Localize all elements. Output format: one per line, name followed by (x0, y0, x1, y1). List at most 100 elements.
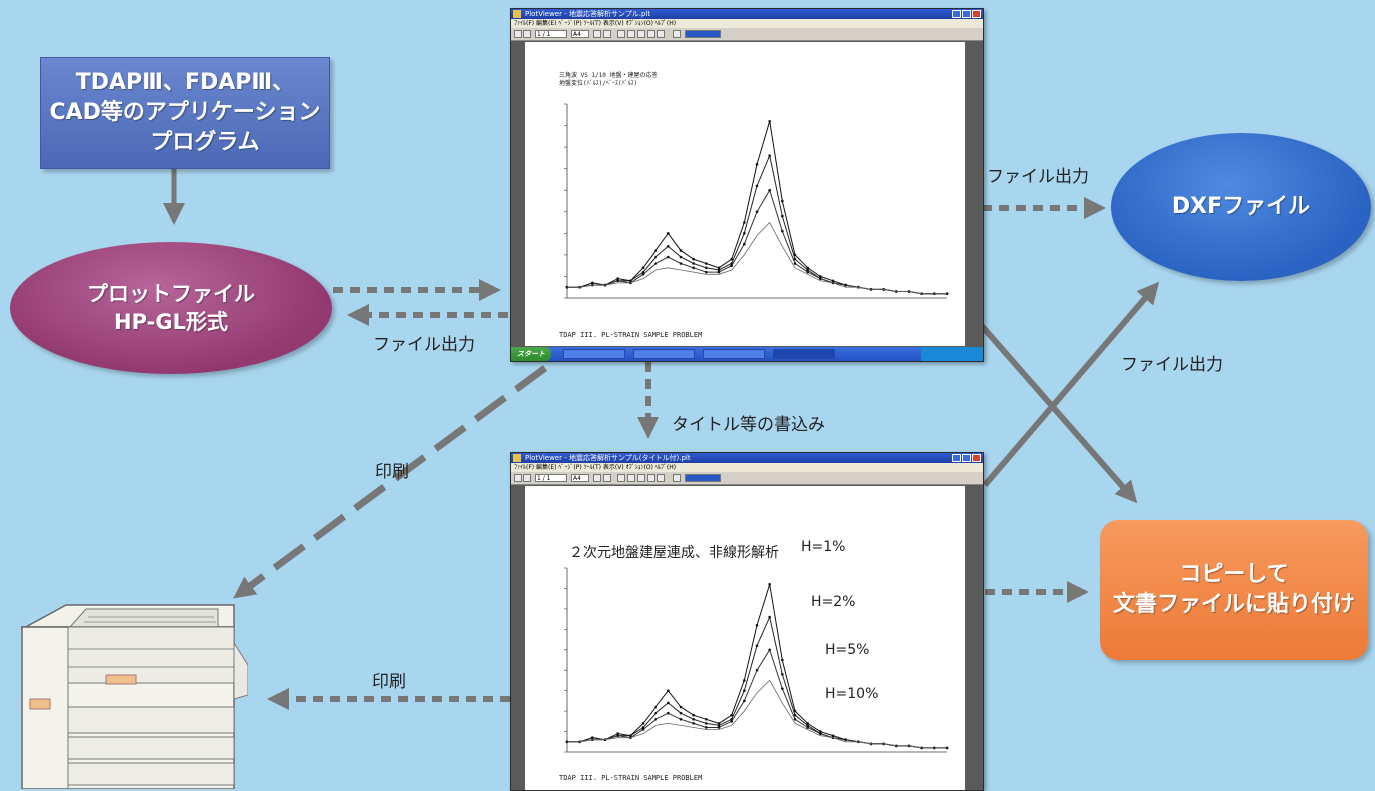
minimize-icon[interactable] (952, 10, 961, 18)
page-header-1: 三角波 VS 1/10 地盤・建屋の応答 (559, 72, 658, 79)
close-icon[interactable] (972, 454, 981, 462)
color-icon[interactable] (673, 474, 681, 482)
app-icon (513, 454, 521, 462)
print-icon[interactable] (627, 474, 635, 482)
data-point (654, 255, 657, 259)
label-file-output-plot: ファイル出力 (373, 335, 475, 355)
viewer-window-top: PlotViewer - 地震応答解析サンプル.plt ﾌｧｲﾙ(F) 編集(E… (510, 8, 984, 362)
data-point (679, 262, 683, 265)
data-point (806, 266, 809, 270)
data-point (768, 583, 771, 586)
task-button[interactable] (563, 349, 625, 359)
app-programs-line-3: プログラム (150, 129, 260, 155)
font-icon[interactable] (657, 474, 665, 482)
chart-annotation: ２次元地盤建屋連成、非線形解析 (569, 545, 779, 561)
curve-label-h2: H=2% (811, 594, 856, 610)
chart-axis (566, 568, 947, 753)
data-point (844, 738, 847, 742)
zoom-icon[interactable] (593, 474, 601, 482)
data-point (819, 275, 822, 278)
viewer-top-titlebar: PlotViewer - 地震応答解析サンプル.plt (511, 9, 983, 19)
data-point (781, 199, 784, 203)
data-point (806, 270, 809, 274)
data-point (717, 724, 721, 727)
data-point (692, 262, 695, 265)
export-icon[interactable] (637, 474, 645, 482)
print-icon[interactable] (627, 30, 635, 38)
next-page-icon[interactable] (523, 30, 531, 38)
viewer-bottom-titlebar: PlotViewer - 地震応答解析サンプル(タイトル付).plt (511, 453, 983, 463)
plot-file-line-2: HP-GL形式 (114, 310, 228, 334)
viewer-window-bottom: PlotViewer - 地震応答解析サンプル(タイトル付).plt ﾌｧｲﾙ(… (510, 452, 984, 791)
data-point (730, 264, 733, 267)
data-point (717, 270, 721, 274)
series-line (567, 615, 947, 749)
copy-icon[interactable] (617, 30, 625, 38)
chart-axis (566, 104, 947, 299)
data-point (717, 722, 721, 725)
data-point (768, 648, 771, 652)
data-point (679, 705, 683, 709)
data-point (705, 726, 708, 729)
data-point (806, 268, 809, 272)
page-number-field[interactable]: 1 / 1 (535, 474, 567, 482)
next-page-icon[interactable] (523, 474, 531, 482)
page-footer: TDAP III. PL-STRAIN SAMPLE PROBLEM (559, 774, 703, 782)
zoom-icon[interactable] (593, 30, 601, 38)
series-line (567, 679, 947, 749)
data-point (831, 734, 835, 737)
data-point (819, 730, 822, 733)
series-line (567, 154, 947, 295)
copy-icon[interactable] (617, 474, 625, 482)
viewer-bottom-page: ２次元地盤建屋連成、非線形解析 H=1% H=2% H=5% H=10% TDA… (525, 486, 965, 790)
data-point (705, 270, 708, 274)
color-select[interactable] (685, 474, 721, 482)
paper-size-select[interactable]: A4 (571, 474, 589, 482)
task-button[interactable] (703, 349, 765, 359)
minimize-icon[interactable] (952, 454, 961, 462)
data-point (667, 232, 670, 235)
fit-icon[interactable] (603, 30, 611, 38)
data-point (717, 266, 721, 270)
data-point (793, 257, 797, 261)
data-point (692, 266, 695, 270)
data-point (730, 257, 733, 261)
start-button[interactable]: スタート (511, 347, 551, 361)
export-icon[interactable] (637, 30, 645, 38)
data-point (705, 722, 708, 725)
viewer-top-menubar[interactable]: ﾌｧｲﾙ(F) 編集(E) ﾍﾟｰｼﾞ(P) ﾂｰﾙ(T) 表示(V) ｵﾌﾟｼ… (511, 19, 983, 28)
task-button[interactable] (633, 349, 695, 359)
data-point (679, 249, 683, 252)
data-point (781, 229, 784, 233)
data-point (692, 713, 695, 717)
color-icon[interactable] (673, 30, 681, 38)
font-icon[interactable] (657, 30, 665, 38)
viewer-bottom-menubar[interactable]: ﾌｧｲﾙ(F) 編集(E) ﾍﾟｰｼﾞ(P) ﾂｰﾙ(T) 表示(V) ｵﾌﾟｼ… (511, 463, 983, 472)
page-number-field[interactable]: 1 / 1 (535, 30, 567, 38)
color-select[interactable] (685, 30, 721, 38)
data-point (793, 717, 797, 721)
page-header-2: 地盤変位(ﾊﾟﾙｽ)/ﾍﾞｰｽ(ﾊﾟﾙｽ) (559, 80, 638, 87)
maximize-icon[interactable] (962, 454, 971, 462)
prev-page-icon[interactable] (514, 30, 522, 38)
data-point (616, 277, 619, 280)
maximize-icon[interactable] (962, 10, 971, 18)
task-button[interactable] (773, 349, 835, 359)
data-point (781, 658, 784, 662)
plot-file-line-1: プロットファイル (87, 281, 255, 306)
app-programs-line-2: CAD等のアプリケーション (49, 100, 321, 126)
chart-bottom (564, 567, 949, 753)
data-point (692, 722, 695, 725)
text-icon[interactable] (647, 30, 655, 38)
paper-size-select[interactable]: A4 (571, 30, 589, 38)
data-point (705, 262, 708, 265)
fit-icon[interactable] (603, 474, 611, 482)
data-point (945, 292, 949, 295)
copy-paste-line-2: 文書ファイルに貼り付け (1112, 592, 1355, 617)
prev-page-icon[interactable] (514, 474, 522, 482)
data-point (806, 726, 809, 729)
data-point (629, 734, 632, 737)
viewer-top-title: PlotViewer - 地震応答解析サンプル.plt (525, 10, 651, 18)
close-icon[interactable] (972, 10, 981, 18)
text-icon[interactable] (647, 474, 655, 482)
